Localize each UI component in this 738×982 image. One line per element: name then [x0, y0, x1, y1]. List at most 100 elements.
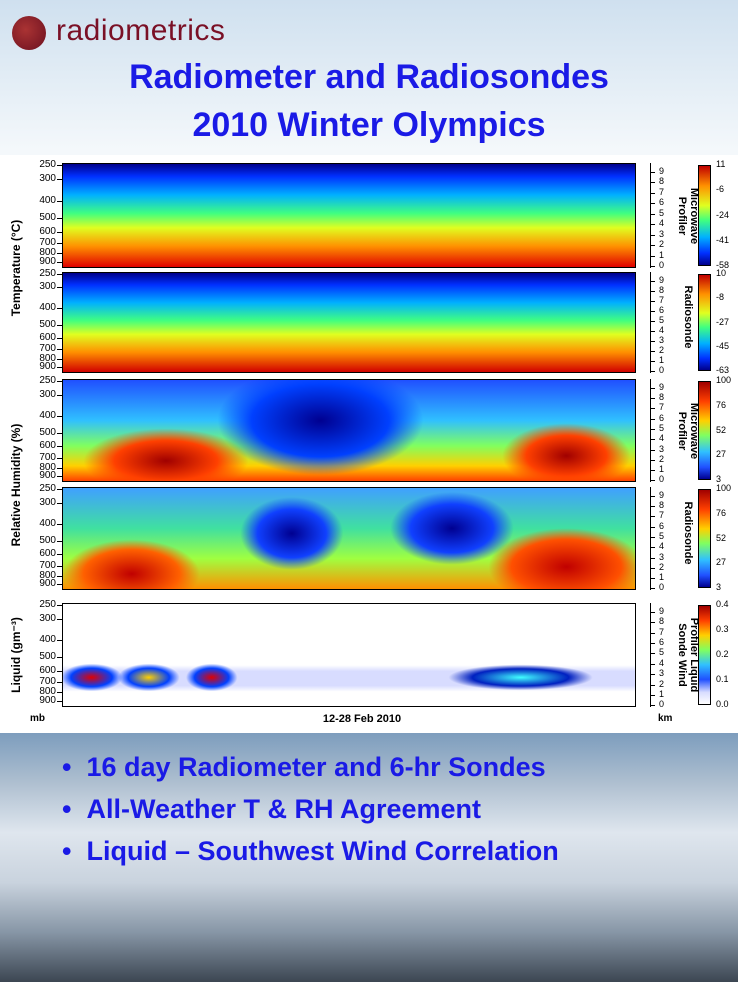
tick-mark [650, 536, 655, 538]
height-unit: km [658, 713, 673, 724]
tick-mark [57, 701, 62, 703]
tick-mark [57, 178, 62, 180]
colorbar [698, 381, 711, 480]
km-tick-label: 0 [659, 260, 665, 271]
colorbar-tick-label: 27 [716, 557, 727, 568]
tick-mark [650, 588, 655, 590]
colorbar-tick-label: 76 [716, 399, 727, 410]
km-tick-label: 7 [659, 510, 665, 521]
panel-label-line: Radiosonde [682, 285, 694, 348]
tick-mark [650, 203, 655, 205]
tick-mark [650, 266, 655, 268]
colorbar-tick-label: -27 [716, 316, 730, 327]
panel-label-line: Sonde Wind [676, 623, 688, 687]
pressure-tick-label: 800 [39, 461, 56, 473]
tick-mark [650, 300, 655, 302]
pressure-tick-label: 600 [39, 664, 56, 676]
colorbar-tick-label: 0.4 [716, 599, 729, 609]
colorbar [698, 274, 711, 371]
tick-mark [57, 446, 62, 448]
colorbar-tick-label: 10 [716, 268, 727, 278]
km-tick-label: 6 [659, 637, 665, 648]
km-tick-label: 9 [659, 165, 665, 176]
pressure-tick-label: 800 [39, 569, 56, 581]
tick-mark [57, 381, 62, 382]
colorbar-tick-label: 3 [716, 582, 722, 592]
panel-label-line: Profiler [676, 196, 688, 235]
tick-mark [650, 234, 655, 236]
km-tick-label: 8 [659, 616, 665, 627]
tick-mark [57, 394, 62, 396]
tick-mark [57, 243, 62, 245]
colorbar [698, 489, 711, 588]
tick-mark [650, 695, 655, 697]
y-group-label: Temperature (°C) [9, 219, 23, 317]
colorbar-tick-label: -8 [716, 292, 725, 303]
km-tick-label: 1 [659, 572, 665, 583]
pressure-tick-label: 700 [39, 451, 56, 463]
colorbar-tick-label: -24 [716, 209, 730, 220]
pressure-tick-label: 700 [39, 343, 56, 355]
tick-mark [57, 692, 62, 694]
tick-mark [57, 308, 62, 310]
tick-mark [650, 171, 655, 173]
panel-label: Microwave Profiler [676, 381, 700, 481]
tick-mark [650, 245, 655, 247]
tick-mark [650, 213, 655, 215]
km-tick-label: 4 [659, 218, 665, 229]
tick-mark [650, 408, 655, 410]
tick-mark [650, 255, 655, 257]
tick-mark [650, 547, 655, 549]
pressure-tick-label: 800 [39, 247, 56, 259]
tick-mark [650, 611, 655, 613]
pressure-unit: mb [30, 713, 45, 724]
tick-mark [57, 540, 62, 542]
logo-icon [12, 16, 46, 50]
km-tick-label: 3 [659, 228, 665, 239]
tick-mark [650, 516, 655, 518]
tick-mark [57, 165, 62, 166]
colorbar-tick-label: -41 [716, 234, 730, 245]
tick-mark [650, 439, 655, 441]
km-tick-label: 9 [659, 605, 665, 616]
figure: 250 300 400 500 600 700 800 900 0 1 2 3 4 5 6 7 8 9 11 -6 -2… [0, 155, 738, 733]
tick-mark [650, 643, 655, 645]
pressure-tick-label: 250 [39, 375, 56, 386]
panel-label: Radiosonde [682, 483, 694, 583]
km-tick-label: 4 [659, 657, 665, 668]
tick-mark [650, 674, 655, 676]
km-tick-label: 5 [659, 530, 665, 541]
tick-mark [57, 605, 62, 606]
km-tick-label: 2 [659, 345, 665, 356]
tick-mark [57, 324, 62, 326]
colorbar-tick-label: 0.1 [716, 674, 729, 684]
tick-mark [650, 310, 655, 312]
tick-mark [650, 705, 655, 707]
panel-label-line: Microwave [688, 402, 700, 459]
km-tick-label: 0 [659, 474, 665, 485]
km-tick-label: 9 [659, 381, 665, 392]
colorbar-tick-label: -6 [716, 184, 725, 195]
pressure-tick-label: 600 [39, 225, 56, 237]
pressure-tick-label: 900 [39, 695, 56, 707]
colorbar-tick-label: 52 [716, 424, 727, 435]
km-tick-label: 7 [659, 626, 665, 637]
km-tick-label: 6 [659, 412, 665, 423]
bullet-text: All-Weather T & RH Agreement [86, 794, 482, 824]
km-tick-label: 1 [659, 249, 665, 260]
tick-mark [57, 432, 62, 434]
km-tick-label: 7 [659, 186, 665, 197]
tick-mark [57, 367, 62, 369]
tick-mark [57, 554, 62, 556]
logo-text: radiometrics [56, 14, 226, 47]
pressure-tick-label: 250 [39, 599, 56, 610]
colorbar-tick-label: 0.0 [716, 699, 729, 709]
panel-label-line: Profiler [676, 411, 688, 450]
bullet: • Liquid – Southwest Wind Correlation [62, 836, 559, 866]
tick-mark [650, 459, 655, 461]
tick-mark [57, 287, 62, 289]
tick-mark [57, 670, 62, 672]
mountain-photo [0, 733, 738, 982]
tick-mark [650, 331, 655, 333]
tick-mark [650, 387, 655, 389]
